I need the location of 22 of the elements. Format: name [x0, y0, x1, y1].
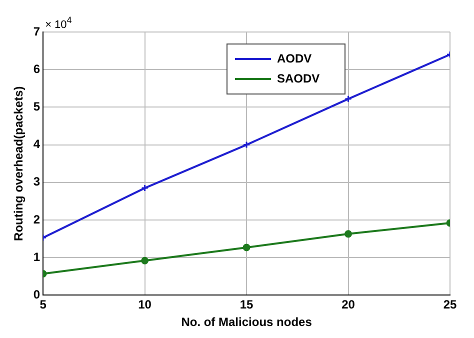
y-axis-title: Routing overhead(packets)	[12, 86, 26, 241]
legend-label: AODV	[277, 51, 312, 66]
x-tick-label: 25	[443, 298, 457, 312]
point	[141, 184, 149, 192]
point	[242, 244, 250, 252]
y-tick-label: 3	[33, 174, 40, 189]
x-axis-title: No. of Malicious nodes	[181, 315, 312, 330]
x-tick-label: 15	[240, 298, 254, 312]
x-tick-label: 10	[138, 298, 152, 312]
legend-label: SAODV	[277, 71, 320, 86]
y-tick-label: 0	[33, 288, 40, 302]
y-tick-label: 6	[33, 62, 40, 76]
x-tick-label: 20	[342, 298, 356, 312]
point	[344, 230, 352, 238]
y-tick-label: 2	[33, 212, 40, 226]
point	[242, 141, 250, 149]
y-tick-label: 5	[33, 100, 40, 114]
point	[344, 95, 352, 103]
point	[141, 256, 149, 264]
y-tick-label: 7	[33, 24, 40, 38]
y-tick-label: 4	[33, 137, 40, 152]
y-tick-label: 1	[33, 250, 40, 264]
